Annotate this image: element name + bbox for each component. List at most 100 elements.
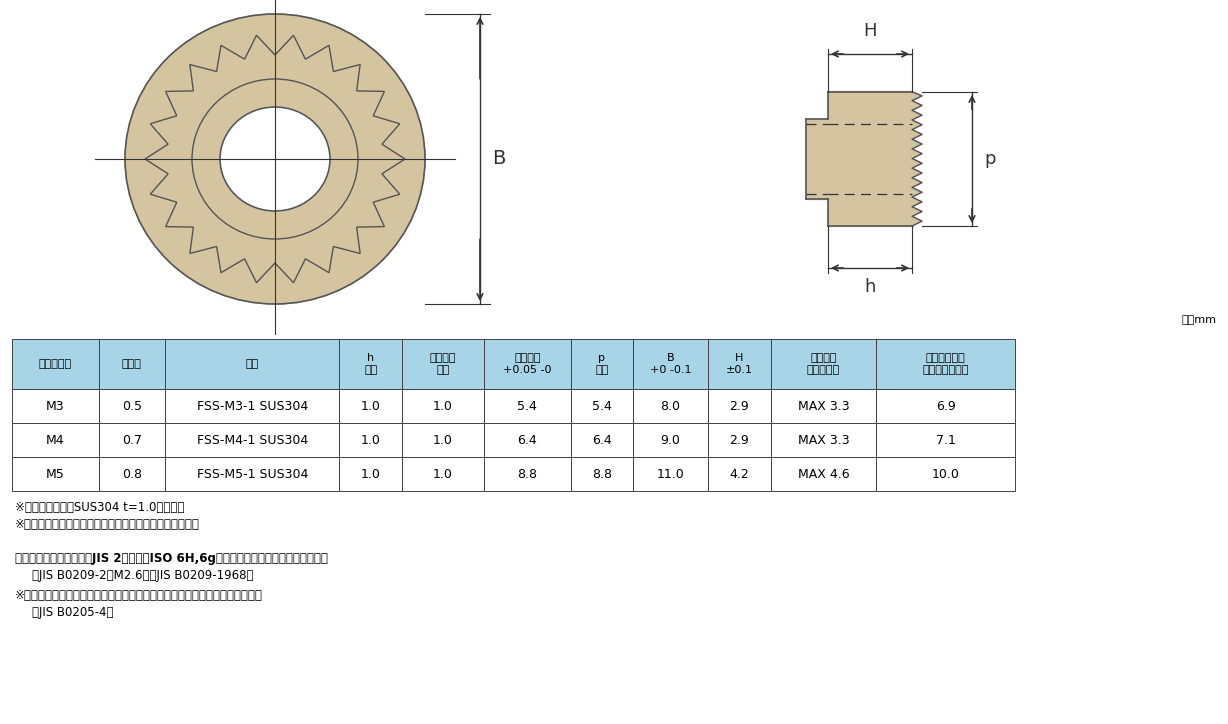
Text: h
最大: h 最大 (365, 353, 377, 375)
Bar (877, 339, 1014, 389)
Polygon shape (912, 130, 922, 139)
Bar (571, 457, 634, 491)
Bar (12, 339, 98, 389)
Text: MAX 3.3: MAX 3.3 (798, 434, 850, 447)
Text: 10.0: 10.0 (932, 468, 959, 481)
Bar (877, 389, 1014, 423)
Polygon shape (912, 110, 922, 120)
Polygon shape (912, 178, 922, 188)
Bar (634, 389, 707, 423)
Bar (877, 457, 1014, 491)
Bar (98, 423, 165, 457)
Text: 1.0: 1.0 (361, 400, 381, 413)
Polygon shape (912, 120, 922, 130)
Text: ※表記以外のその他寸法についてはお問い合わせ下さい。: ※表記以外のその他寸法についてはお問い合わせ下さい。 (15, 518, 200, 531)
Text: 使用可能
板厚: 使用可能 板厚 (430, 353, 457, 375)
Bar (339, 423, 402, 457)
Bar (484, 423, 571, 457)
Text: B: B (492, 149, 506, 169)
Bar (339, 339, 402, 389)
Text: 単位mm: 単位mm (1181, 315, 1216, 325)
Text: 1.0: 1.0 (433, 400, 453, 413)
Text: （JIS B0205-4）: （JIS B0205-4） (32, 607, 113, 620)
Polygon shape (912, 101, 922, 110)
Bar (484, 423, 571, 457)
Text: 7.1: 7.1 (936, 434, 955, 447)
Bar (707, 339, 770, 389)
Bar (634, 389, 707, 423)
Text: 6.9: 6.9 (936, 400, 955, 413)
Bar (402, 339, 484, 389)
Text: h: h (865, 278, 876, 296)
Bar (571, 339, 634, 389)
Bar (707, 423, 770, 457)
Bar (484, 339, 571, 389)
Text: 2.9: 2.9 (729, 400, 749, 413)
Bar (12, 423, 98, 457)
Bar (98, 423, 165, 457)
Bar (12, 457, 98, 491)
Bar (571, 423, 634, 457)
Polygon shape (912, 216, 922, 226)
Text: 1.0: 1.0 (361, 434, 381, 447)
Bar (339, 457, 402, 491)
Bar (165, 339, 339, 389)
Bar (634, 339, 707, 389)
Bar (770, 457, 877, 491)
Text: 5.4: 5.4 (592, 400, 612, 413)
Bar (571, 457, 634, 491)
Bar (98, 339, 165, 389)
Bar (165, 423, 339, 457)
Bar (828, 91, 912, 226)
Bar (571, 339, 634, 389)
Bar (402, 389, 484, 423)
Text: FSS-M5-1 SUS304: FSS-M5-1 SUS304 (196, 468, 308, 481)
Ellipse shape (220, 107, 330, 211)
Bar (877, 339, 1014, 389)
Bar (12, 389, 98, 423)
Text: 5.4: 5.4 (517, 400, 537, 413)
Text: M5: M5 (45, 468, 65, 481)
Bar (339, 389, 402, 423)
Text: 型式: 型式 (246, 359, 259, 369)
Bar (484, 389, 571, 423)
Bar (484, 339, 571, 389)
Text: 2.9: 2.9 (729, 434, 749, 447)
Bar (877, 389, 1014, 423)
Text: ピッチ: ピッチ (122, 359, 141, 369)
Text: FSS-M4-1 SUS304: FSS-M4-1 SUS304 (196, 434, 308, 447)
Bar (12, 423, 98, 457)
Bar (98, 457, 165, 491)
Polygon shape (912, 207, 922, 216)
Bar (98, 457, 165, 491)
Bar (165, 339, 339, 389)
Text: p: p (984, 150, 996, 168)
Bar (707, 423, 770, 457)
Text: MAX 4.6: MAX 4.6 (798, 468, 850, 481)
Bar (339, 423, 402, 457)
Bar (402, 389, 484, 423)
Bar (402, 457, 484, 491)
Bar (877, 457, 1014, 491)
Text: 8.8: 8.8 (517, 468, 538, 481)
Bar (12, 339, 98, 389)
Text: M4: M4 (45, 434, 65, 447)
Bar (484, 457, 571, 491)
Text: MAX 3.3: MAX 3.3 (798, 400, 850, 413)
Text: 0.5: 0.5 (122, 400, 141, 413)
Bar (98, 339, 165, 389)
Bar (806, 119, 828, 199)
Text: 9.0: 9.0 (661, 434, 680, 447)
Bar (634, 423, 707, 457)
Text: H
±0.1: H ±0.1 (726, 353, 753, 375)
Bar (339, 339, 402, 389)
Polygon shape (912, 168, 922, 178)
Bar (571, 389, 634, 423)
Bar (634, 339, 707, 389)
Text: ねじの呼び: ねじの呼び (39, 359, 72, 369)
Bar (12, 389, 98, 423)
Polygon shape (912, 139, 922, 149)
Bar (770, 389, 877, 423)
Bar (634, 457, 707, 491)
Bar (402, 423, 484, 457)
